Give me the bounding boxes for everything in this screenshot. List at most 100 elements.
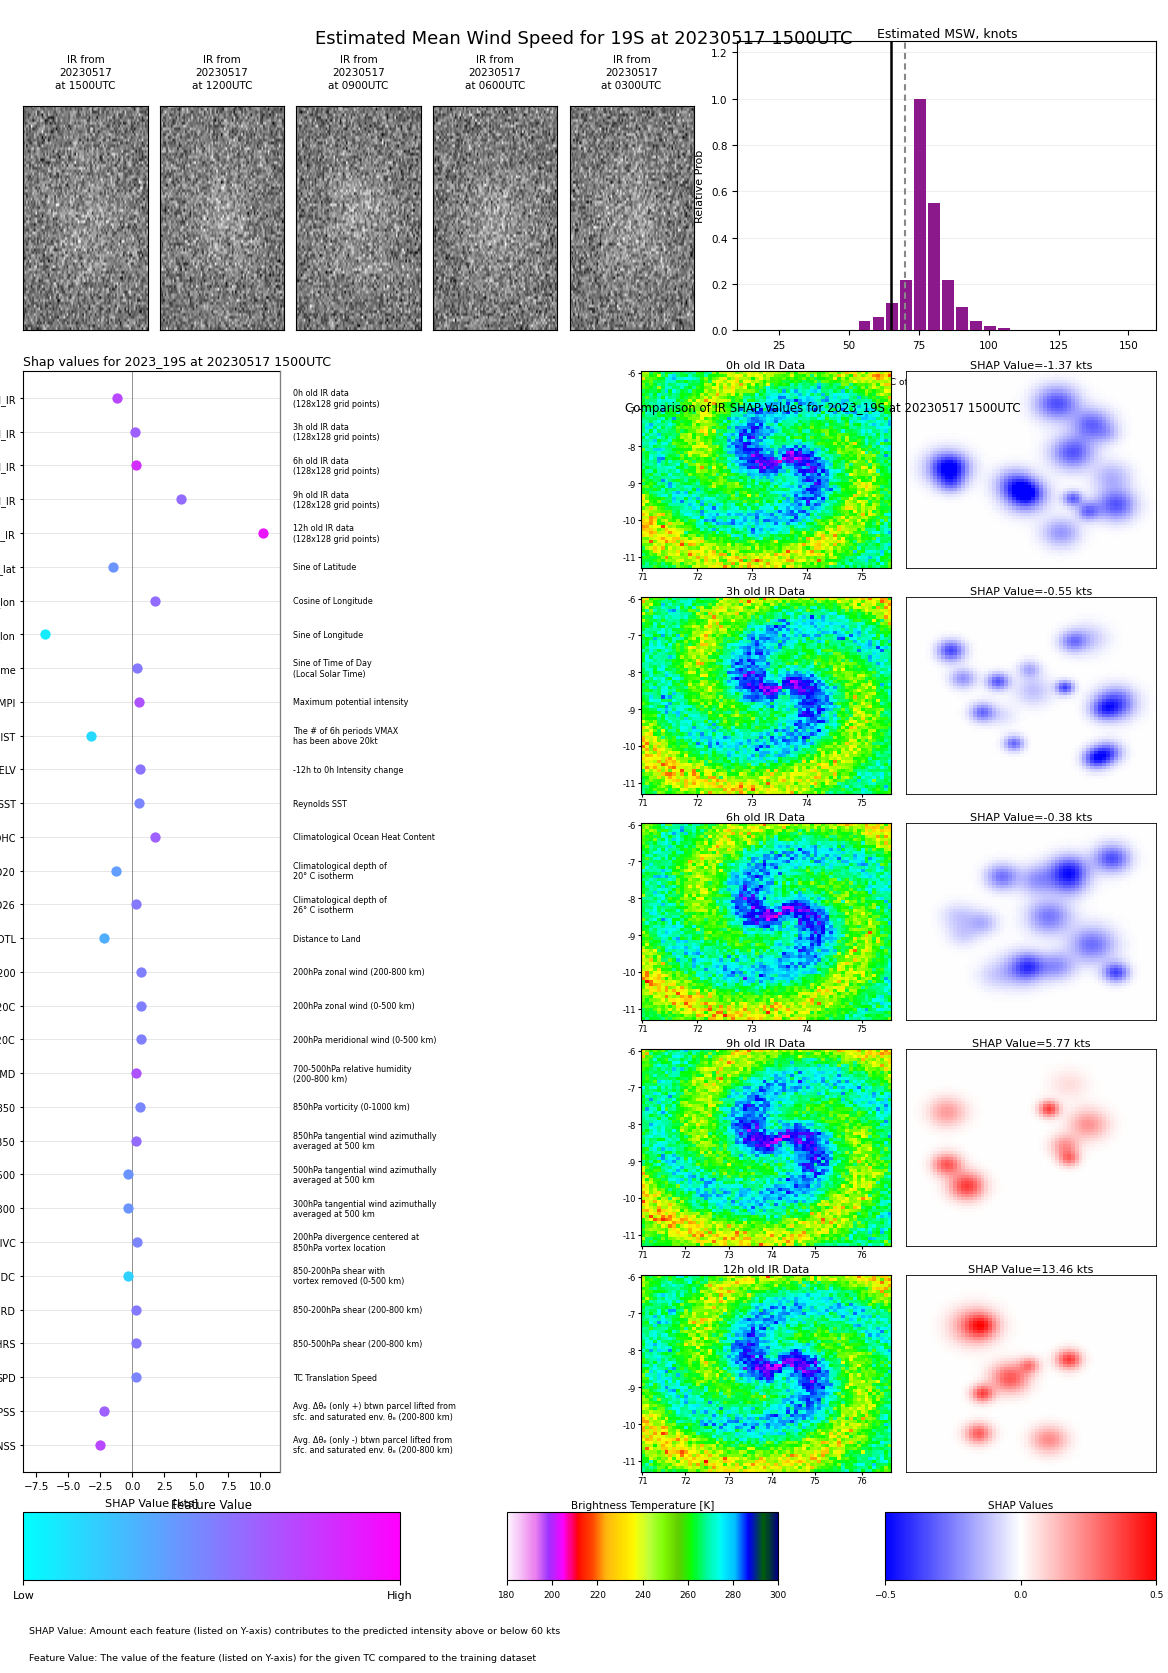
Text: 200hPa meridional wind (0-500 km): 200hPa meridional wind (0-500 km) (293, 1036, 437, 1044)
Point (127, 1297, 146, 1323)
Text: -12h to 0h Intensity change: -12h to 0h Intensity change (293, 766, 403, 775)
Text: 500hPa tangential wind azimuthally
averaged at 500 km: 500hPa tangential wind azimuthally avera… (293, 1164, 437, 1184)
Point (104, 554, 123, 581)
Title: SHAP Value=-1.37 kts: SHAP Value=-1.37 kts (969, 361, 1092, 371)
Text: 850hPa vorticity (0-1000 km): 850hPa vorticity (0-1000 km) (293, 1103, 410, 1113)
Text: Reynolds SST: Reynolds SST (293, 800, 347, 808)
Point (131, 1094, 150, 1121)
Bar (985, 326, 996, 331)
Point (128, 1230, 147, 1256)
Text: 200hPa divergence centered at
850hPa vortex location: 200hPa divergence centered at 850hPa vor… (293, 1233, 419, 1251)
Legend: JTWC official, OPEN-AIIr average: JTWC official, OPEN-AIIr average (844, 375, 1049, 390)
Bar (901, 281, 912, 331)
Bar (957, 308, 968, 331)
Text: IR from
20230517
at 0300UTC: IR from 20230517 at 0300UTC (602, 55, 662, 90)
Text: 850hPa tangential wind azimuthally
averaged at 500 km: 850hPa tangential wind azimuthally avera… (293, 1131, 437, 1151)
X-axis label: SHAP Value [kts]: SHAP Value [kts] (105, 1497, 199, 1507)
Title: SHAP Values: SHAP Values (988, 1501, 1054, 1511)
Bar (915, 100, 926, 331)
Text: IR from
20230517
at 0900UTC: IR from 20230517 at 0900UTC (328, 55, 389, 90)
Title: 6h old IR Data: 6h old IR Data (726, 813, 805, 823)
Title: Brightness Temperature [K]: Brightness Temperature [K] (571, 1501, 715, 1511)
Text: Cosine of Longitude: Cosine of Longitude (293, 597, 373, 606)
Title: 0h old IR Data: 0h old IR Data (726, 361, 805, 371)
Y-axis label: Relative Prob: Relative Prob (695, 151, 705, 223)
Point (146, 587, 165, 614)
Text: SHAP Value: Amount each feature (listed on Y-axis) contributes to the predicted : SHAP Value: Amount each feature (listed … (29, 1626, 561, 1635)
Title: Estimated MSW, knots: Estimated MSW, knots (876, 28, 1017, 40)
Point (127, 453, 146, 480)
Text: Maximum potential intensity: Maximum potential intensity (293, 698, 409, 708)
Text: IR from
20230517
at 1500UTC: IR from 20230517 at 1500UTC (55, 55, 116, 90)
Point (127, 1363, 146, 1390)
Text: Avg. Δθₑ (only +) btwn parcel lifted from
sfc. and saturated env. θₑ (200-800 km: Avg. Δθₑ (only +) btwn parcel lifted fro… (293, 1402, 456, 1420)
Title: SHAP Value=5.77 kts: SHAP Value=5.77 kts (972, 1039, 1091, 1049)
Text: Climatological depth of
26° C isotherm: Climatological depth of 26° C isotherm (293, 895, 387, 915)
Text: Sine of Longitude: Sine of Longitude (293, 631, 363, 639)
Point (132, 959, 151, 985)
Point (131, 756, 150, 783)
Point (36, 622, 55, 649)
Title: Feature Value: Feature Value (171, 1497, 252, 1511)
Text: Comparison of IR SHAP Values for 2023_19S at 20230517 1500UTC: Comparison of IR SHAP Values for 2023_19… (625, 402, 1021, 415)
Text: IR from
20230517
at 1200UTC: IR from 20230517 at 1200UTC (192, 55, 252, 90)
Point (95, 925, 113, 952)
Title: 9h old IR Data: 9h old IR Data (726, 1039, 806, 1049)
Text: 850-500hPa shear (200-800 km): 850-500hPa shear (200-800 km) (293, 1338, 423, 1348)
Point (132, 992, 151, 1019)
Point (130, 790, 148, 816)
Text: 850-200hPa shear with
vortex removed (0-500 km): 850-200hPa shear with vortex removed (0-… (293, 1266, 404, 1287)
Text: The # of 6h periods VMAX
has been above 20kt: The # of 6h periods VMAX has been above … (293, 726, 398, 746)
Point (127, 1128, 146, 1154)
Bar (887, 303, 898, 331)
Text: Sine of Time of Day
(Local Solar Time): Sine of Time of Day (Local Solar Time) (293, 659, 371, 678)
Point (119, 1263, 138, 1290)
Point (125, 420, 144, 447)
Point (253, 520, 272, 547)
Text: 0h old IR data
(128x128 grid points): 0h old IR data (128x128 grid points) (293, 390, 380, 408)
Text: 12h old IR data
(128x128 grid points): 12h old IR data (128x128 grid points) (293, 524, 380, 544)
Text: 200hPa zonal wind (200-800 km): 200hPa zonal wind (200-800 km) (293, 969, 425, 977)
Title: 3h old IR Data: 3h old IR Data (726, 587, 805, 597)
Point (127, 892, 146, 918)
Point (82, 723, 100, 750)
Title: SHAP Value=-0.38 kts: SHAP Value=-0.38 kts (969, 813, 1092, 823)
Bar (943, 281, 954, 331)
Text: IR from
20230517
at 0600UTC: IR from 20230517 at 0600UTC (465, 55, 526, 90)
Title: SHAP Value=-0.55 kts: SHAP Value=-0.55 kts (969, 587, 1092, 597)
Title: 12h old IR Data: 12h old IR Data (723, 1265, 809, 1275)
Point (172, 487, 190, 514)
Point (127, 1061, 146, 1087)
Point (91, 1432, 110, 1459)
Text: 9h old IR data
(128x128 grid points): 9h old IR data (128x128 grid points) (293, 490, 380, 510)
Text: 200hPa zonal wind (0-500 km): 200hPa zonal wind (0-500 km) (293, 1002, 415, 1010)
Text: Shap values for 2023_19S at 20230517 1500UTC: Shap values for 2023_19S at 20230517 150… (23, 356, 332, 370)
Bar (999, 330, 1010, 331)
Text: 6h old IR data
(128x128 grid points): 6h old IR data (128x128 grid points) (293, 457, 380, 475)
Point (95, 1397, 113, 1424)
Title: SHAP Value=13.46 kts: SHAP Value=13.46 kts (968, 1265, 1093, 1275)
Bar (929, 204, 940, 331)
Point (119, 1161, 138, 1188)
Text: Climatological Ocean Heat Content: Climatological Ocean Heat Content (293, 833, 434, 842)
Text: 850-200hPa shear (200-800 km): 850-200hPa shear (200-800 km) (293, 1305, 423, 1315)
Bar (872, 318, 884, 331)
Text: Distance to Land: Distance to Land (293, 934, 361, 944)
Text: 700-500hPa relative humidity
(200-800 km): 700-500hPa relative humidity (200-800 km… (293, 1064, 411, 1082)
Text: Estimated Mean Wind Speed for 19S at 20230517 1500UTC: Estimated Mean Wind Speed for 19S at 202… (315, 30, 853, 49)
Point (146, 825, 165, 852)
Text: Feature Value: The value of the feature (listed on Y-axis) for the given TC comp: Feature Value: The value of the feature … (29, 1653, 536, 1661)
Point (127, 1330, 146, 1357)
Point (130, 689, 148, 716)
Text: 300hPa tangential wind azimuthally
averaged at 500 km: 300hPa tangential wind azimuthally avera… (293, 1200, 437, 1218)
Bar (971, 321, 982, 331)
Text: Avg. Δθₑ (only -) btwn parcel lifted from
sfc. and saturated env. θₑ (200-800 km: Avg. Δθₑ (only -) btwn parcel lifted fro… (293, 1435, 453, 1454)
Point (128, 656, 147, 683)
Text: 3h old IR data
(128x128 grid points): 3h old IR data (128x128 grid points) (293, 423, 380, 442)
Text: TC Translation Speed: TC Translation Speed (293, 1374, 377, 1382)
Bar (858, 321, 870, 331)
Text: Climatological depth of
20° C isotherm: Climatological depth of 20° C isotherm (293, 862, 387, 880)
Point (106, 858, 125, 885)
Point (119, 1195, 138, 1221)
Point (107, 385, 126, 412)
